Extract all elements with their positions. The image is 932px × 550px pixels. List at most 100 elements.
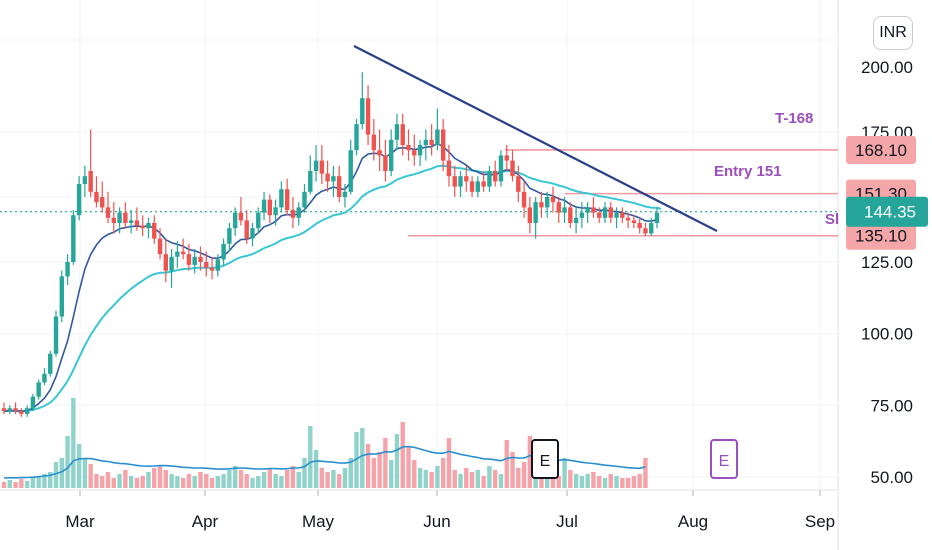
candle-body [562, 207, 567, 213]
candle [568, 202, 573, 229]
candle [365, 85, 371, 145]
volume-bar [383, 438, 388, 488]
time-tick-label: Apr [192, 512, 219, 531]
price-tick-label: 50.00 [870, 468, 913, 487]
volume-bar [377, 452, 382, 488]
volume-bar [631, 476, 637, 488]
candle-body [394, 124, 400, 140]
candle [19, 408, 24, 417]
candle-body [273, 207, 278, 216]
volume-bar [637, 474, 642, 488]
volume-bar [111, 478, 116, 488]
candle [654, 207, 660, 229]
candle-body [579, 212, 585, 218]
candle-body [146, 223, 151, 229]
candle-body [111, 217, 116, 223]
candle-body [7, 408, 12, 412]
volume-bar [585, 474, 590, 488]
volume-bar [59, 458, 64, 488]
candle-body [377, 150, 382, 156]
candle [175, 241, 180, 268]
candle [435, 108, 440, 151]
candle-body [458, 176, 463, 187]
candle-body [204, 262, 209, 268]
candle-body [620, 212, 625, 218]
time-axis[interactable]: Mar Apr May Jun Jul Aug Sep [65, 490, 835, 531]
candle-body [13, 408, 18, 412]
price-level-lines[interactable] [408, 149, 838, 237]
volume-bar [128, 476, 134, 488]
candle [111, 202, 116, 234]
candle [440, 119, 446, 171]
candle-body [487, 171, 492, 187]
candle [186, 243, 192, 271]
volume-bar [336, 474, 342, 488]
volume-bar [221, 474, 226, 488]
earnings-marker-box [531, 439, 559, 479]
candle [65, 254, 70, 285]
price-tick-label: 200.00 [861, 58, 913, 77]
candle-body [261, 199, 267, 213]
candle [157, 228, 163, 260]
candle [128, 210, 134, 234]
candle-body [256, 212, 261, 229]
candle [360, 72, 365, 130]
candle [545, 191, 550, 218]
volume-bar [354, 432, 359, 488]
candle-body [446, 160, 452, 177]
volume-bar [198, 472, 203, 488]
candle-body [48, 353, 53, 374]
volume-bar [325, 472, 330, 488]
candle [152, 215, 157, 244]
candle-body [250, 228, 255, 239]
candle-body [360, 98, 365, 125]
candle [140, 215, 145, 236]
price-tick-label: 100.00 [861, 325, 913, 344]
candle [649, 217, 654, 236]
candle [105, 191, 111, 223]
candle-body [76, 184, 82, 216]
candle [36, 379, 41, 400]
candle-body [464, 176, 469, 182]
slow-moving-average-line [3, 164, 662, 413]
candle-body [469, 181, 475, 192]
candle [631, 215, 637, 229]
candle [331, 165, 336, 197]
volume-bar [302, 458, 307, 488]
candle-body [65, 262, 70, 277]
candle [446, 145, 452, 187]
candle [180, 238, 186, 260]
volume-bar [105, 472, 111, 488]
candle [256, 207, 261, 234]
candle [13, 402, 18, 414]
time-tick-label: Aug [678, 512, 708, 531]
candle [608, 202, 613, 223]
volume-bar [365, 444, 371, 488]
volume-bar [152, 468, 157, 488]
price-level-tag: 168.10 [846, 135, 916, 164]
candle-body [591, 207, 596, 213]
volume-bar [579, 476, 585, 488]
candle [562, 197, 567, 223]
candle-body [637, 223, 642, 229]
volume-bar [388, 460, 394, 488]
currency-button[interactable]: INR [873, 16, 913, 50]
candle [539, 191, 544, 218]
candle-body [319, 160, 325, 174]
candle [30, 393, 36, 412]
candle-body [527, 207, 533, 223]
candle-body [163, 254, 169, 271]
candle-body [625, 217, 631, 221]
candle [169, 249, 174, 288]
candle [620, 207, 625, 223]
candle [383, 139, 388, 182]
candle [348, 139, 353, 195]
trendline[interactable] [353, 45, 718, 232]
candle [412, 134, 417, 166]
price-level-tag-label: 135.10 [855, 227, 907, 246]
volume-bar [504, 440, 509, 488]
price-level-tag-bg [846, 221, 916, 250]
